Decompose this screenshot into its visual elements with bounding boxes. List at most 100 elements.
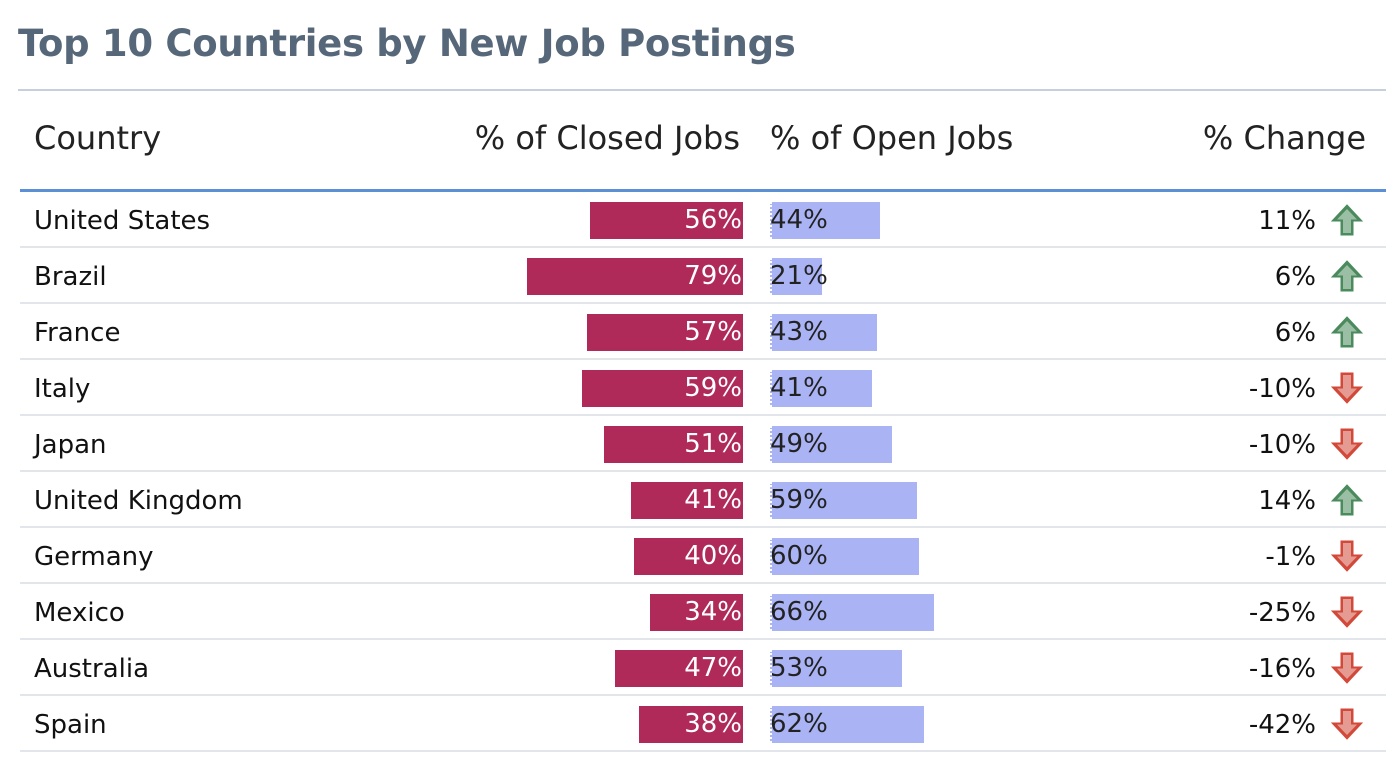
open-jobs-bar bbox=[770, 650, 902, 687]
column-header-percent-change[interactable]: % Change bbox=[1202, 119, 1366, 157]
country-name: France bbox=[34, 318, 121, 348]
percent-change-value: -10% bbox=[1248, 374, 1316, 404]
open-jobs-value: 44% bbox=[770, 205, 828, 235]
bar-divider bbox=[770, 706, 772, 743]
column-header-closed-jobs[interactable]: % of Closed Jobs bbox=[474, 119, 740, 157]
bar-divider bbox=[770, 314, 772, 351]
column-header-open-jobs[interactable]: % of Open Jobs bbox=[770, 119, 1014, 157]
title-divider bbox=[18, 89, 1386, 91]
arrow-up-icon bbox=[1330, 484, 1364, 516]
open-jobs-bar bbox=[770, 314, 877, 351]
percent-change-value: -16% bbox=[1248, 654, 1316, 684]
bar-divider bbox=[770, 258, 772, 295]
percent-change-value: -25% bbox=[1248, 598, 1316, 628]
row-divider bbox=[20, 638, 1386, 640]
row-divider bbox=[20, 470, 1386, 472]
closed-jobs-bar bbox=[604, 426, 743, 463]
closed-jobs-value: 40% bbox=[684, 541, 742, 571]
closed-jobs-bar bbox=[650, 594, 743, 631]
country-name: United Kingdom bbox=[34, 486, 243, 516]
bar-divider bbox=[770, 370, 772, 407]
arrow-up-icon bbox=[1330, 316, 1364, 348]
open-jobs-value: 49% bbox=[770, 429, 828, 459]
column-header-country[interactable]: Country bbox=[34, 119, 162, 157]
closed-jobs-value: 38% bbox=[684, 709, 742, 739]
bar-divider bbox=[770, 482, 772, 519]
percent-change-value: 6% bbox=[1274, 318, 1316, 348]
row-divider bbox=[20, 526, 1386, 528]
closed-jobs-value: 57% bbox=[684, 317, 742, 347]
percent-change-value: -42% bbox=[1248, 710, 1316, 740]
closed-jobs-bar bbox=[527, 258, 743, 295]
country-name: Spain bbox=[34, 710, 107, 740]
country-name: Brazil bbox=[34, 262, 107, 292]
bar-divider bbox=[770, 538, 772, 575]
percent-change-value: -10% bbox=[1248, 430, 1316, 460]
country-name: Italy bbox=[34, 374, 91, 404]
open-jobs-value: 21% bbox=[770, 261, 828, 291]
page-title: Top 10 Countries by New Job Postings bbox=[18, 22, 796, 65]
open-jobs-value: 59% bbox=[770, 485, 828, 515]
row-divider bbox=[20, 302, 1386, 304]
closed-jobs-value: 51% bbox=[684, 429, 742, 459]
row-divider bbox=[20, 414, 1386, 416]
table-row[interactable]: Spain 38% 62% -42% bbox=[20, 696, 1386, 752]
country-name: Australia bbox=[34, 654, 150, 684]
table-row[interactable]: France 57% 43% 6% bbox=[20, 304, 1386, 360]
open-jobs-value: 41% bbox=[770, 373, 828, 403]
row-divider bbox=[20, 246, 1386, 248]
table-row[interactable]: Mexico 34% 66% -25% bbox=[20, 584, 1386, 640]
open-jobs-bar bbox=[770, 426, 892, 463]
open-jobs-bar bbox=[770, 258, 822, 295]
open-jobs-bar bbox=[770, 538, 919, 575]
percent-change-value: 14% bbox=[1258, 486, 1316, 516]
arrow-down-icon bbox=[1330, 540, 1364, 572]
open-jobs-value: 66% bbox=[770, 597, 828, 627]
open-jobs-bar bbox=[770, 370, 872, 407]
bar-divider bbox=[770, 650, 772, 687]
open-jobs-bar bbox=[770, 202, 880, 239]
open-jobs-value: 62% bbox=[770, 709, 828, 739]
table-row[interactable]: United Kingdom 41% 59% 14% bbox=[20, 472, 1386, 528]
table-row[interactable]: Australia 47% 53% -16% bbox=[20, 640, 1386, 696]
arrow-down-icon bbox=[1330, 652, 1364, 684]
closed-jobs-bar bbox=[639, 706, 743, 743]
header-divider bbox=[20, 189, 1386, 192]
open-jobs-bar bbox=[770, 706, 924, 743]
bar-divider bbox=[770, 594, 772, 631]
closed-jobs-value: 59% bbox=[684, 373, 742, 403]
closed-jobs-value: 41% bbox=[684, 485, 742, 515]
closed-jobs-bar bbox=[615, 650, 743, 687]
country-name: Mexico bbox=[34, 598, 125, 628]
arrow-down-icon bbox=[1330, 372, 1364, 404]
open-jobs-value: 43% bbox=[770, 317, 828, 347]
closed-jobs-bar bbox=[590, 202, 743, 239]
percent-change-value: 6% bbox=[1274, 262, 1316, 292]
percent-change-value: -1% bbox=[1265, 542, 1316, 572]
row-divider bbox=[20, 358, 1386, 360]
arrow-up-icon bbox=[1330, 204, 1364, 236]
closed-jobs-value: 56% bbox=[684, 205, 742, 235]
table-row[interactable]: Germany 40% 60% -1% bbox=[20, 528, 1386, 584]
closed-jobs-bar bbox=[634, 538, 743, 575]
closed-jobs-value: 47% bbox=[684, 653, 742, 683]
row-divider bbox=[20, 582, 1386, 584]
row-divider bbox=[20, 750, 1386, 752]
country-name: United States bbox=[34, 206, 211, 236]
arrow-down-icon bbox=[1330, 596, 1364, 628]
percent-change-value: 11% bbox=[1258, 206, 1316, 236]
table-row[interactable]: Brazil 79% 21% 6% bbox=[20, 248, 1386, 304]
open-jobs-bar bbox=[770, 594, 934, 631]
closed-jobs-bar bbox=[582, 370, 743, 407]
arrow-down-icon bbox=[1330, 708, 1364, 740]
bar-divider bbox=[770, 202, 772, 239]
country-name: Germany bbox=[34, 542, 154, 572]
table-row[interactable]: Italy 59% 41% -10% bbox=[20, 360, 1386, 416]
open-jobs-bar bbox=[770, 482, 917, 519]
table-row[interactable]: United States 56% 44% 11% bbox=[20, 192, 1386, 248]
closed-jobs-bar bbox=[587, 314, 743, 351]
arrow-down-icon bbox=[1330, 428, 1364, 460]
row-divider bbox=[20, 694, 1386, 696]
table-row[interactable]: Japan 51% 49% -10% bbox=[20, 416, 1386, 472]
